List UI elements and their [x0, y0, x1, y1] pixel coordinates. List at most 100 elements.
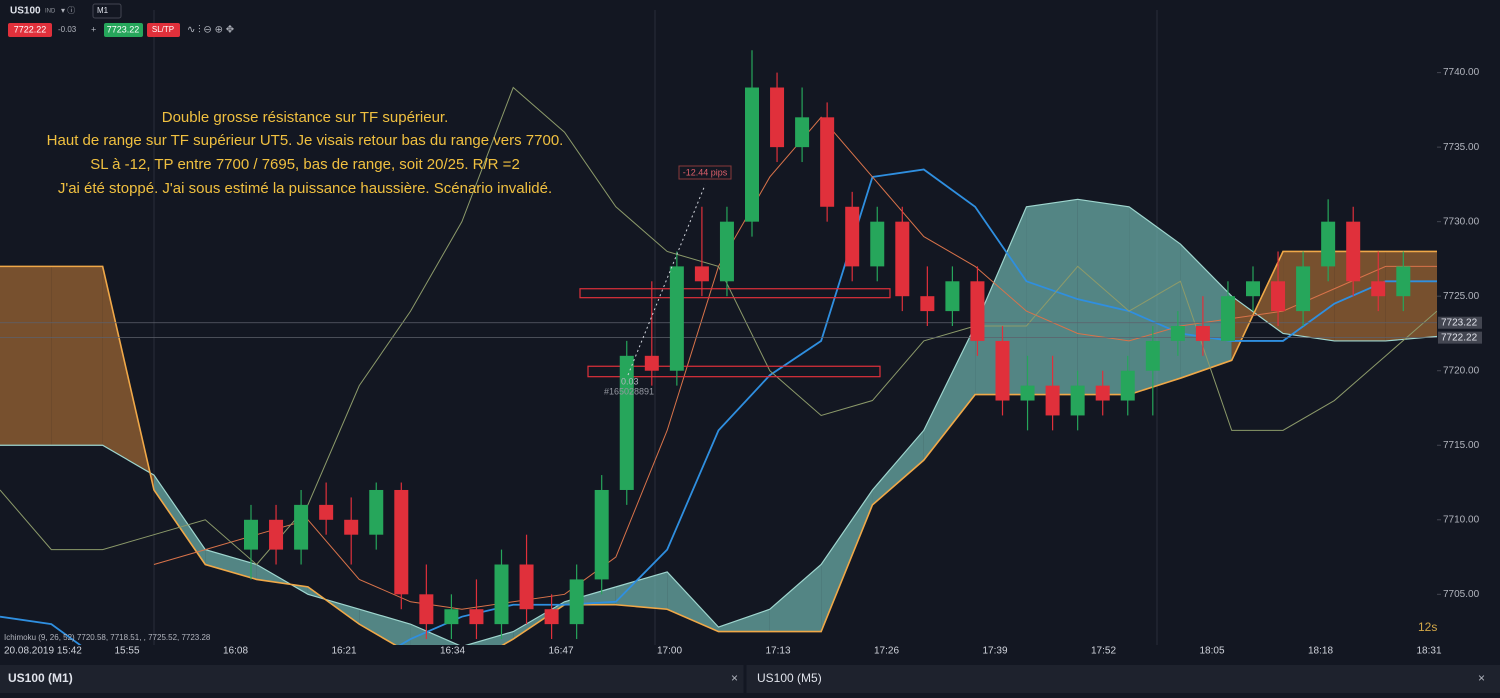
y-tick-label: 7730.00	[1443, 216, 1480, 227]
candle-body	[294, 504, 309, 550]
candle-body	[344, 519, 359, 535]
level-box	[587, 365, 881, 378]
annotation: SL à -12, TP entre 7700 / 7695, bas de r…	[90, 156, 520, 173]
cloud-segment	[51, 266, 103, 446]
candle-body	[669, 266, 684, 371]
cloud-segment	[1129, 206, 1181, 395]
candle-body	[870, 221, 885, 267]
x-tick-label: 16:21	[331, 646, 356, 657]
x-tick-label: 17:52	[1091, 646, 1116, 657]
x-tick-label: 18:05	[1199, 646, 1224, 657]
symbol[interactable]: US100	[10, 6, 41, 17]
bid-label-box	[1438, 331, 1482, 344]
cloud-segment	[975, 206, 1027, 395]
countdown: 12s	[1418, 620, 1437, 634]
y-tick-label: 7705.00	[1443, 589, 1480, 600]
candle-body	[694, 266, 709, 282]
cloud-segment	[718, 609, 770, 632]
candle-body	[1246, 281, 1260, 297]
candle-body	[619, 355, 634, 490]
y-tick-label: 7720.00	[1443, 365, 1480, 376]
dropdown[interactable]: ▾ ⓘ	[61, 6, 75, 15]
tool-icons[interactable]: ∿ ⫶ ⊖ ⊕ ✥	[187, 25, 234, 36]
y-tick-label: 7725.00	[1443, 291, 1480, 302]
tab[interactable]: US100 (M1)	[8, 671, 73, 685]
candle-body	[745, 87, 759, 222]
cloud-segment	[923, 326, 976, 461]
trade-line	[627, 184, 706, 376]
candle-body	[945, 281, 960, 312]
tab[interactable]: US100 (M5)	[757, 671, 822, 685]
candle-body	[795, 117, 810, 148]
candle-body	[1120, 370, 1135, 401]
cloud-segment	[1385, 251, 1437, 341]
candle-body	[1271, 281, 1286, 312]
candle-body	[1396, 266, 1411, 297]
cloud-segment	[667, 571, 719, 632]
x-tick-label: 17:13	[765, 646, 790, 657]
y-tick-label: 7715.00	[1443, 440, 1480, 451]
trade-volume: 0.03	[621, 376, 639, 386]
cloud-segment	[872, 430, 924, 505]
x-tick-label: 16:34	[440, 646, 465, 657]
sell-button[interactable]	[8, 23, 52, 37]
cloud-segment	[205, 549, 257, 580]
buy-button[interactable]	[104, 23, 143, 37]
candle-body	[1145, 340, 1160, 371]
annotation: J'ai été stoppé. J'ai sous estimé la pui…	[58, 180, 552, 197]
ask-label: 7723.22	[1441, 317, 1478, 328]
tab-close[interactable]: ×	[731, 671, 738, 685]
bottom-bar	[0, 665, 1500, 693]
x-tick-label: 15:55	[114, 646, 139, 657]
y-tick-label: 7740.00	[1443, 67, 1480, 78]
bid-label: 7722.22	[1441, 332, 1478, 343]
x-tick-label: 17:26	[874, 646, 899, 657]
pips: -12.44 pips	[683, 167, 728, 177]
candle-body	[369, 489, 384, 535]
candle-body	[995, 340, 1010, 401]
candle-body	[1045, 385, 1060, 416]
cloud-segment	[615, 571, 668, 610]
trade-ticket: #165028891	[604, 386, 654, 396]
candle-body	[895, 221, 910, 297]
x-tick-label: 18:18	[1308, 646, 1333, 657]
candle-body	[569, 579, 584, 625]
buy-price[interactable]: 7723.22	[107, 24, 140, 34]
sltp-button[interactable]	[147, 23, 180, 37]
cloud-segment	[769, 564, 822, 632]
candle-body	[544, 609, 559, 625]
senkou-span-b	[0, 250, 1437, 645]
cloud-segment	[1077, 199, 1130, 395]
y-tick-label: 7735.00	[1443, 142, 1480, 153]
cloud-segment	[0, 266, 52, 446]
sltp[interactable]: SL/TP	[152, 25, 174, 34]
timeframe[interactable]: M1	[97, 6, 109, 15]
cloud-segment	[1180, 244, 1232, 379]
senkou-span-a	[0, 198, 1437, 645]
tab-close[interactable]: ×	[1478, 671, 1485, 685]
candle-body	[1020, 385, 1035, 401]
x-tick-label: 20.08.2019 15:42	[4, 646, 82, 657]
candle-body	[444, 609, 459, 625]
candle-body	[1195, 326, 1210, 341]
sell-price[interactable]: 7722.22	[14, 24, 47, 34]
candle-body	[820, 117, 835, 207]
timeframe-box[interactable]	[92, 3, 122, 19]
y-tick-label: 7710.00	[1443, 514, 1480, 525]
candle-body	[494, 564, 509, 625]
plot: -12.44 pips 0.03#165028891	[0, 50, 1437, 645]
plus[interactable]: +	[91, 24, 96, 34]
candle-body	[269, 519, 284, 550]
candle-body	[419, 594, 434, 625]
candle-body	[1070, 385, 1085, 416]
candle-body	[1346, 221, 1361, 282]
candle-body	[519, 564, 534, 610]
symbol-tag: IND	[45, 9, 56, 15]
candle-body	[644, 355, 659, 371]
candle-body	[920, 296, 935, 312]
candle-body	[970, 281, 985, 341]
candle-body	[1296, 266, 1311, 312]
change: -0.03	[58, 25, 77, 34]
